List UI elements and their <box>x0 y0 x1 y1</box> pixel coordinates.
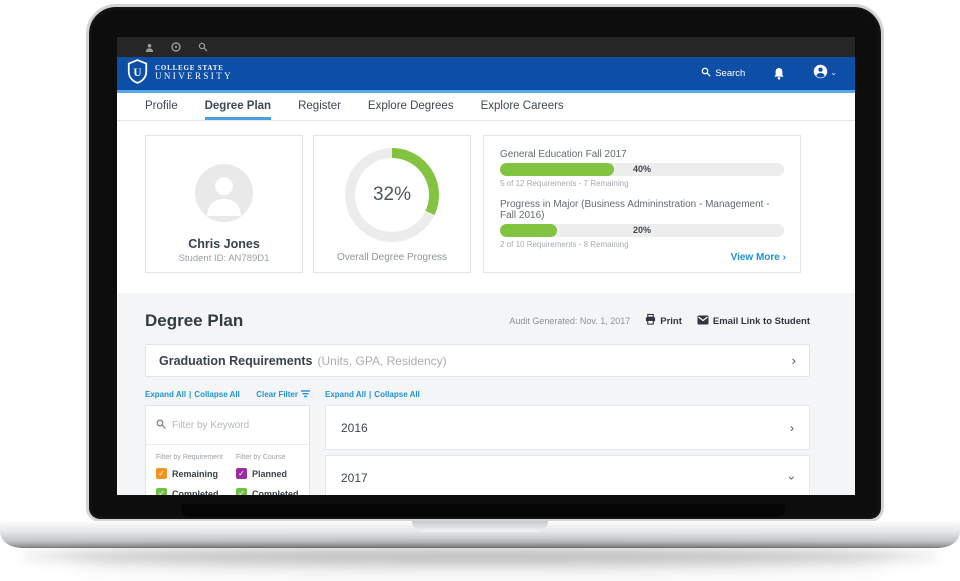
tab-explore-degrees[interactable]: Explore Degrees <box>367 100 454 112</box>
tab-profile[interactable]: Profile <box>145 100 178 112</box>
list-expand-all-link[interactable]: Expand All <box>325 390 367 399</box>
progress-bar-group: General Education Fall 2017 40% 5 of 12 … <box>500 149 784 188</box>
browser-toolbar <box>117 37 855 57</box>
progress-bar-group: Progress in Major (Business Admininstrat… <box>500 199 784 249</box>
progress-bar-value: 20% <box>632 225 651 235</box>
filter-collapse-all-link[interactable]: Collapse All <box>194 390 240 399</box>
grad-requirements-title: Graduation Requirements <box>159 353 313 368</box>
brand-text: COLLEGE STATE UNIVERSITY <box>155 64 233 82</box>
degree-progress-donut: 32% <box>345 148 439 242</box>
link-separator: | <box>189 390 192 399</box>
progress-bar: 20% <box>500 224 784 237</box>
progress-bar-fill <box>500 224 557 237</box>
filter-card: Filter by Requirement ✓ Remaining ✓ Comp… <box>145 405 310 495</box>
bar-title: Progress in Major (Business Admininstrat… <box>500 199 770 221</box>
year-row-2016[interactable]: 2016 › <box>325 405 810 450</box>
chevron-right-icon: › <box>782 252 786 263</box>
dashboard-cards: Chris Jones Student ID: AN789D1 32% Over… <box>117 121 855 293</box>
filter-by-requirement-label: Filter by Requirement <box>156 454 223 461</box>
filter-expand-all-link[interactable]: Expand All <box>145 390 187 399</box>
bar-subtext: 5 of 12 Requirements - 7 Remaining <box>500 179 629 188</box>
checkbox-planned[interactable]: ✓ Planned <box>236 468 299 479</box>
email-label: Email Link to Student <box>712 315 810 327</box>
checkbox-completed-course[interactable]: ✓ Completed <box>236 488 299 495</box>
laptop-base <box>0 521 960 548</box>
chevron-right-icon: › <box>791 353 796 368</box>
student-id: Student ID: AN789D1 <box>178 253 270 264</box>
list-collapse-all-link[interactable]: Collapse All <box>374 390 420 399</box>
svg-text:U: U <box>133 66 141 78</box>
brand-line1: COLLEGE STATE <box>155 64 224 73</box>
progress-bar: 40% <box>500 163 784 176</box>
laptop-shadow <box>20 549 940 563</box>
email-link-button[interactable]: Email Link to Student <box>697 315 810 328</box>
account-menu[interactable]: › <box>813 64 839 84</box>
envelope-icon <box>697 315 709 328</box>
progress-bar-fill <box>500 163 614 176</box>
grad-requirements-sub: (Units, GPA, Residency) <box>317 353 447 368</box>
keyword-filter-input[interactable] <box>172 419 287 431</box>
keyword-filter-field[interactable] <box>146 406 309 445</box>
audit-generated-text: Audit Generated: Nov. 1, 2017 <box>509 316 631 326</box>
checkbox-checked-icon: ✓ <box>236 468 247 479</box>
header-search-label: Search <box>715 68 746 79</box>
degree-plan-header: Degree Plan Audit Generated: Nov. 1, 201… <box>145 311 810 331</box>
brand-line2: UNIVERSITY <box>155 71 233 82</box>
checkbox-completed-requirement[interactable]: ✓ Completed <box>156 488 236 495</box>
checkbox-remaining[interactable]: ✓ Remaining <box>156 468 236 479</box>
filter-panel: Expand All | Collapse All Clear Filter <box>145 388 310 495</box>
bar-subtext: 2 of 10 Requirements - 8 Remaining <box>500 240 629 249</box>
chevron-right-icon: › <box>790 420 794 435</box>
view-more-link[interactable]: View More › <box>730 252 786 263</box>
notifications-bell-icon[interactable] <box>773 67 785 80</box>
search-icon <box>156 416 166 434</box>
university-logo[interactable]: U COLLEGE STATE UNIVERSITY <box>127 58 233 89</box>
plan-year-list: Expand All | Collapse All 2016 › 2017 <box>325 388 810 495</box>
chevron-down-icon: › <box>785 475 799 480</box>
shield-logo-icon: U <box>127 58 148 89</box>
laptop-screen-bezel: U COLLEGE STATE UNIVERSITY Search <box>86 4 884 522</box>
checkbox-checked-icon: ✓ <box>156 488 167 495</box>
globe-icon[interactable] <box>171 42 181 52</box>
tab-register[interactable]: Register <box>298 100 341 112</box>
chevron-down-icon: › <box>829 72 839 75</box>
print-label: Print <box>660 315 682 327</box>
tab-explore-careers[interactable]: Explore Careers <box>480 100 564 112</box>
progress-caption: Overall Degree Progress <box>336 252 448 263</box>
laptop-hinge <box>181 504 785 517</box>
progress-bar-value: 40% <box>632 164 651 174</box>
user-icon[interactable] <box>145 43 154 52</box>
link-separator: | <box>369 390 372 399</box>
section-title: Degree Plan <box>145 311 244 330</box>
donut-center: 32% <box>355 158 429 232</box>
avatar-icon <box>813 64 828 84</box>
checkbox-checked-icon: ✓ <box>236 488 247 495</box>
degree-plan-section: Degree Plan Audit Generated: Nov. 1, 201… <box>117 293 855 495</box>
progress-percent: 32% <box>372 184 412 205</box>
tab-degree-plan[interactable]: Degree Plan <box>204 93 272 120</box>
main-nav: Profile Degree Plan Register Explore Deg… <box>117 93 855 121</box>
avatar <box>195 164 253 222</box>
print-button[interactable]: Print <box>645 313 682 328</box>
search-icon <box>701 67 711 80</box>
student-profile-card: Chris Jones Student ID: AN789D1 <box>145 135 303 273</box>
clear-filter-link[interactable]: Clear Filter <box>256 389 310 400</box>
laptop-base-notch <box>412 521 548 532</box>
filter-icon <box>301 389 310 400</box>
search-icon[interactable] <box>198 42 208 52</box>
app-window: U COLLEGE STATE UNIVERSITY Search <box>117 37 855 495</box>
student-name: Chris Jones <box>188 237 260 251</box>
graduation-requirements-row[interactable]: Graduation Requirements (Units, GPA, Res… <box>145 344 810 377</box>
requirements-progress-card: General Education Fall 2017 40% 5 of 12 … <box>483 135 801 273</box>
app-header: U COLLEGE STATE UNIVERSITY Search <box>117 57 855 93</box>
header-search-button[interactable]: Search <box>701 67 745 80</box>
bar-title: General Education Fall 2017 <box>500 149 627 160</box>
checkbox-checked-icon: ✓ <box>156 468 167 479</box>
filter-by-course-label: Filter by Course <box>236 454 286 461</box>
year-row-2017[interactable]: 2017 › <box>325 455 810 495</box>
overall-progress-card: 32% Overall Degree Progress <box>313 135 471 273</box>
laptop-shadow <box>70 552 890 572</box>
printer-icon <box>645 313 656 328</box>
